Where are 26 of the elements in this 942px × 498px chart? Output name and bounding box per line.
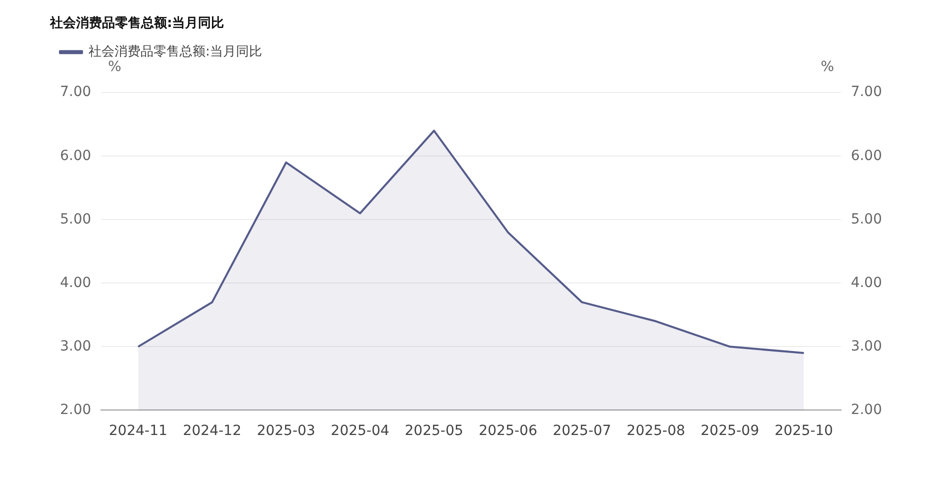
y-tick-label: 4.00 — [60, 274, 92, 291]
y2-tick-label: 4.00 — [850, 274, 882, 291]
chart-title: 社会消费品零售总额:当月同比 — [49, 15, 224, 32]
x-tick-label: 2025-04 — [330, 423, 390, 440]
y-tick-label: 2.00 — [60, 402, 92, 418]
x-tick-label: 2025-07 — [552, 423, 612, 440]
y2-tick-label: 7.00 — [850, 84, 882, 100]
x-tick-label: 2025-05 — [404, 423, 464, 440]
x-tick-label: 2025-06 — [478, 423, 538, 440]
y-tick-label: 7.00 — [60, 84, 92, 100]
y-tick-label: 3.00 — [60, 338, 92, 354]
y2-tick-label: 2.00 — [850, 402, 882, 418]
y2-tick-label: 5.00 — [850, 211, 882, 228]
x-tick-label: 2025-08 — [626, 423, 686, 440]
x-tick-label: 2025-09 — [700, 423, 760, 440]
x-tick-label: 2024-12 — [182, 423, 242, 440]
y-axis-title: % — [108, 59, 122, 76]
y2-tick-label: 3.00 — [850, 338, 882, 354]
y-tick-label: 6.00 — [60, 148, 92, 164]
y2-tick-label: 6.00 — [850, 148, 882, 164]
x-tick-label: 2025-10 — [774, 423, 834, 440]
x-tick-label: 2025-03 — [256, 423, 316, 440]
y-tick-label: 5.00 — [60, 211, 92, 228]
y2-axis-title: % — [820, 59, 834, 76]
x-tick-label: 2024-11 — [108, 423, 168, 440]
legend-label: 社会消费品零售总额:当月同比 — [88, 44, 262, 60]
